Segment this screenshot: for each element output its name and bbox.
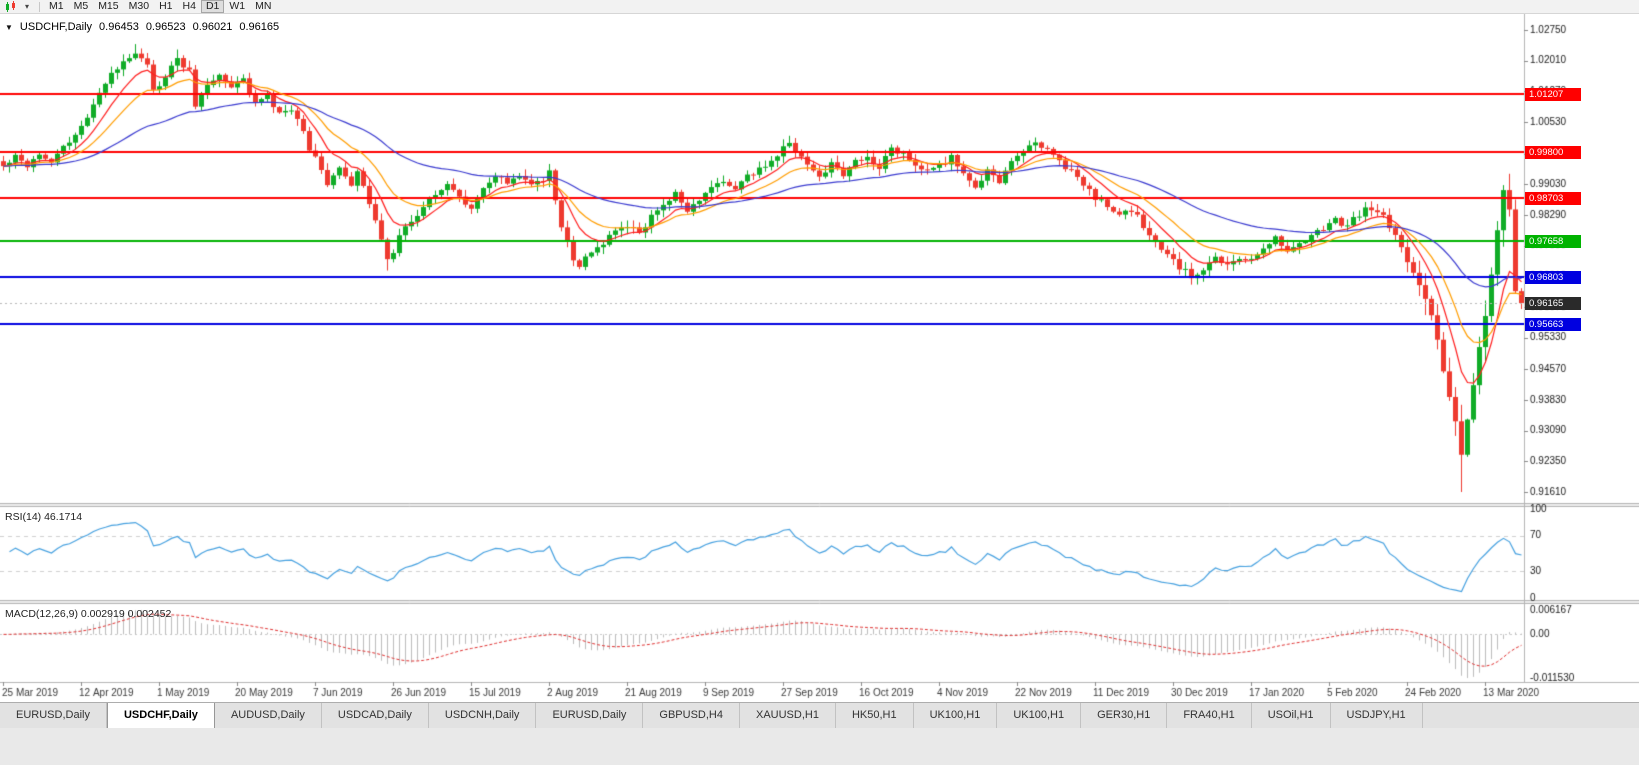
chart-tab-usoil-h1[interactable]: USOil,H1: [1252, 703, 1331, 728]
timeframe-toolbar-buttons: M1 M5 M15 M30 H1 H4 D1 W1 MN: [44, 0, 276, 13]
hline-price-tag: 0.98703: [1525, 192, 1581, 205]
timeframe-toolbar: ▾ M1 M5 M15 M30 H1 H4 D1 W1 MN: [0, 0, 1639, 14]
chart-tab-eurusd-daily[interactable]: EURUSD,Daily: [0, 703, 107, 728]
time-axis[interactable]: [0, 682, 1524, 702]
collapse-indicator-icon[interactable]: ▼: [5, 23, 13, 32]
toolbar-separator: [39, 1, 40, 12]
hline-price-tag: 0.97658: [1525, 235, 1581, 248]
chart-tab-uk100-h1[interactable]: UK100,H1: [914, 703, 998, 728]
macd-indicator-label: MACD(12,26,9) 0.002919 0.002452: [5, 608, 172, 620]
chart-canvas[interactable]: [0, 14, 1639, 702]
timeframe-button-d1[interactable]: D1: [200, 0, 225, 13]
panel-splitter-macd[interactable]: [0, 600, 1639, 605]
status-bar-area: [0, 728, 1639, 765]
chart-tab-hk50-h1[interactable]: HK50,H1: [836, 703, 914, 728]
current-price-tag: 0.96165: [1525, 297, 1581, 310]
timeframe-button-h1[interactable]: H1: [159, 0, 173, 12]
chart-tab-audusd-daily[interactable]: AUDUSD,Daily: [215, 703, 322, 728]
chart-tab-ger30-h1[interactable]: GER30,H1: [1081, 703, 1168, 728]
ohlc-close: 0.96165: [239, 21, 280, 33]
chevron-down-icon[interactable]: ▾: [24, 2, 29, 11]
chart-tabs: EURUSD,Daily USDCHF,Daily AUDUSD,Daily USDC…: [0, 702, 1639, 728]
timeframe-button-m15[interactable]: M15: [98, 0, 119, 12]
timeframe-button-mn[interactable]: MN: [255, 0, 272, 12]
hline-price-tag: 0.99800: [1525, 146, 1581, 159]
hline-price-tag: 1.01207: [1525, 88, 1581, 101]
chart-tab-uk100-h1[interactable]: UK100,H1: [997, 703, 1082, 728]
timeframe-button-m30[interactable]: M30: [128, 0, 150, 12]
timeframe-button-w1[interactable]: W1: [229, 0, 246, 12]
chart-tab-usdjpy-h1[interactable]: USDJPY,H1: [1331, 703, 1423, 728]
chart-symbol-label: USDCHF,Daily: [19, 21, 93, 33]
chart-tab-eurusd-daily[interactable]: EURUSD,Daily: [536, 703, 644, 728]
chart-tab-gbpusd-h4[interactable]: GBPUSD,H4: [643, 703, 740, 728]
price-axis[interactable]: [1524, 14, 1639, 682]
chart-ohlc-header: ▼ USDCHF,Daily 0.96453 0.96523 0.96021 0…: [5, 21, 279, 34]
chart-tab-usdchf-daily[interactable]: USDCHF,Daily: [106, 703, 215, 728]
candlestick-chart-icon[interactable]: [3, 0, 19, 13]
chart-window: ▼ USDCHF,Daily 0.96453 0.96523 0.96021 0…: [0, 14, 1639, 702]
chart-tab-usdcnh-daily[interactable]: USDCNH,Daily: [429, 703, 537, 728]
ohlc-low: 0.96021: [192, 21, 233, 33]
timeframe-button-m1[interactable]: M1: [49, 0, 64, 12]
ohlc-high: 0.96523: [145, 21, 186, 33]
timeframe-button-h4[interactable]: H4: [182, 0, 196, 12]
rsi-indicator-label: RSI(14) 46.1714: [5, 511, 83, 523]
ohlc-open: 0.96453: [99, 21, 139, 33]
chart-tab-xauusd-h1[interactable]: XAUUSD,H1: [740, 703, 836, 728]
panel-splitter-rsi[interactable]: [0, 503, 1639, 508]
timeframe-button-m5[interactable]: M5: [73, 0, 89, 12]
chart-tab-fra40-h1[interactable]: FRA40,H1: [1167, 703, 1252, 728]
chart-tab-usdcad-daily[interactable]: USDCAD,Daily: [322, 703, 429, 728]
hline-price-tag: 0.96803: [1525, 271, 1581, 284]
hline-price-tag: 0.95663: [1525, 318, 1581, 331]
